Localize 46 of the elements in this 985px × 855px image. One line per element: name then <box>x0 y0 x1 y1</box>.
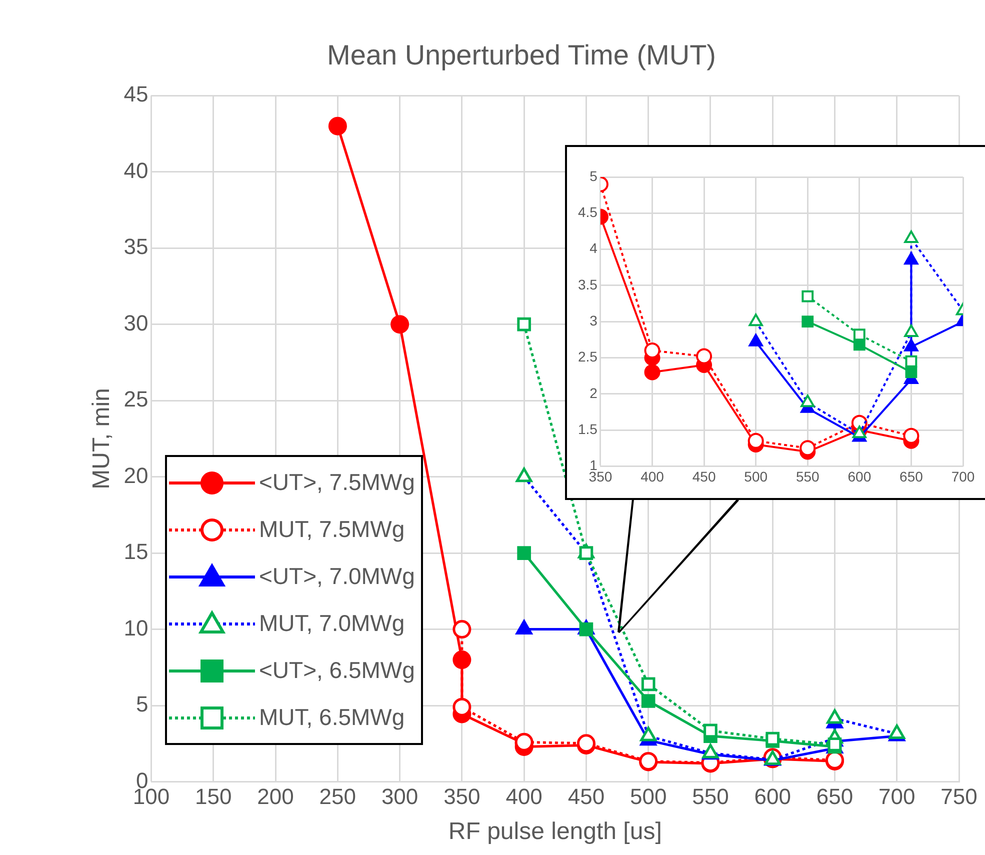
legend-label: <UT>, 7.5MWg <box>259 469 415 496</box>
x-tick-label: 550 <box>692 784 729 810</box>
y-tick-label: 25 <box>124 386 148 412</box>
y-tick-label: 15 <box>124 539 148 564</box>
x-tick-label: 700 <box>878 784 916 810</box>
x-tick-label: 450 <box>692 468 716 484</box>
x-tick-label: 450 <box>568 784 605 810</box>
y-tick-label: 2 <box>590 384 598 401</box>
legend-label: MUT, 7.0MWg <box>259 610 405 637</box>
y-tick-label: 5 <box>590 168 598 184</box>
x-tick-label: 600 <box>848 468 872 484</box>
legend-label: <UT>, 6.5MWg <box>259 657 415 684</box>
x-tick-label: 400 <box>640 468 664 484</box>
x-axis-title: RF pulse length [us] <box>448 818 662 846</box>
y-tick-label: 35 <box>124 234 148 260</box>
y-tick-label: 4.5 <box>578 204 598 220</box>
x-tick-label: 750 <box>940 784 978 810</box>
x-tick-label: 650 <box>816 784 854 810</box>
x-tick-label: 150 <box>195 784 232 810</box>
x-tick-label: 650 <box>900 468 924 484</box>
y-tick-label: 2.5 <box>578 348 598 365</box>
y-tick-label: 30 <box>124 310 148 336</box>
legend-label: MUT, 7.5MWg <box>259 516 405 543</box>
y-tick-label: 3 <box>590 312 598 328</box>
x-tick-label: 500 <box>744 468 768 484</box>
y-axis-title: MUT, min <box>88 388 116 490</box>
y-tick-label: 20 <box>124 462 148 488</box>
legend-label: <UT>, 7.0MWg <box>259 563 415 590</box>
y-tick-label: 40 <box>124 158 148 183</box>
x-tick-label: 600 <box>754 784 791 810</box>
y-tick-label: 1.5 <box>578 420 598 437</box>
y-tick-label: 4 <box>590 240 598 256</box>
y-tick-label: 10 <box>124 615 148 640</box>
x-tick-label: 300 <box>381 784 418 810</box>
legend-label: MUT, 6.5MWg <box>259 704 405 731</box>
y-tick-label: 45 <box>124 82 148 107</box>
x-tick-label: 200 <box>257 784 294 810</box>
y-tick-label: 3.5 <box>578 276 598 292</box>
chart-title: Mean Unperturbed Time (MUT) <box>326 40 716 71</box>
x-tick-label: 350 <box>444 784 480 810</box>
x-tick-label: 700 <box>951 468 975 484</box>
y-tick-label: 5 <box>136 692 148 717</box>
x-tick-label: 250 <box>319 784 356 810</box>
x-tick-label: 550 <box>796 468 820 484</box>
x-tick-label: 400 <box>506 784 542 810</box>
x-tick-label: 500 <box>630 784 667 810</box>
